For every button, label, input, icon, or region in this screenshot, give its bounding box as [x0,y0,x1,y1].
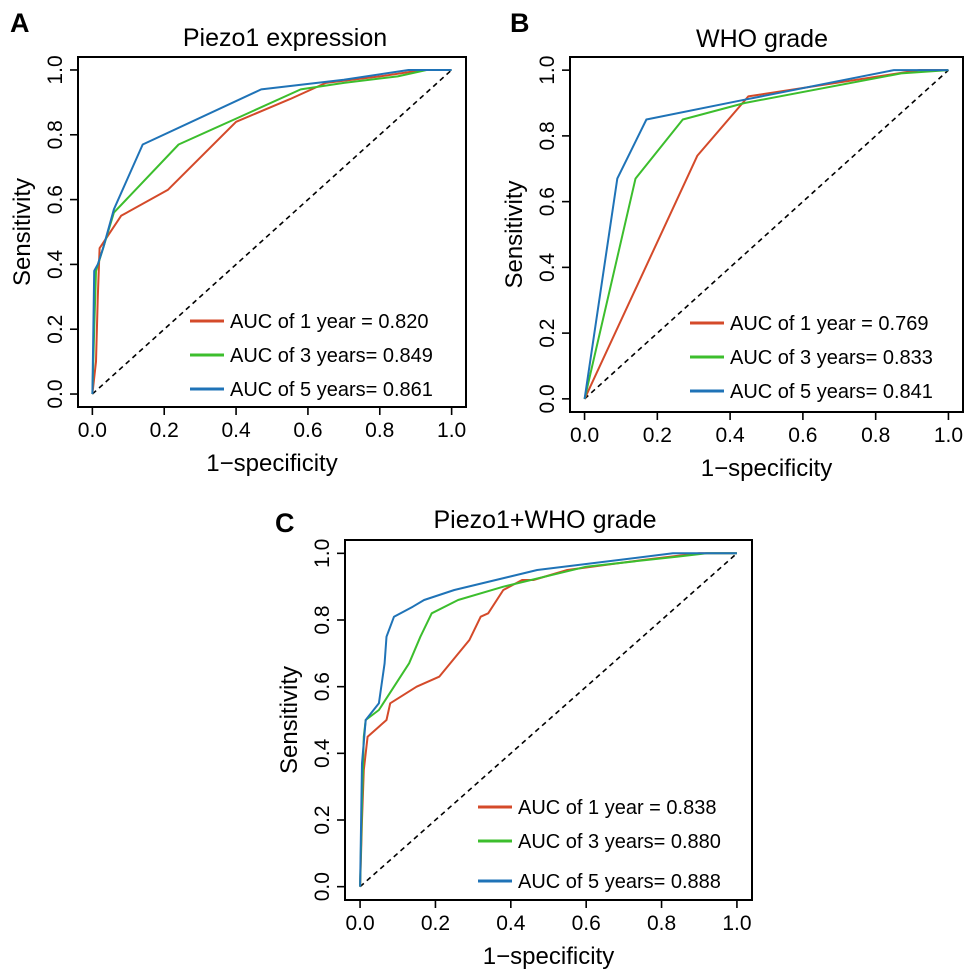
legend-entry: AUC of 1 year = 0.820 [230,311,428,333]
x-axis-label: 1−specificity [701,455,832,482]
legend-entry: AUC of 5 years= 0.841 [730,381,933,403]
chart-title: WHO grade [696,25,828,53]
reference-diagonal [359,552,738,888]
panel-b: B WHO grade 0.0 0.2 0.4 0.6 0.8 1.0 0.0 0.2 0.4 0.6… [501,8,964,482]
y-tick-label: 1.0 [311,539,334,568]
y-tick-label: 1.0 [536,56,559,85]
chart-title: Piezo1 expression [183,24,387,52]
x-tick-label: 0.2 [421,912,450,935]
x-tick-label: 1.0 [437,419,466,442]
x-tick-label: 0.8 [647,912,676,935]
x-tick-label: 0.0 [570,424,599,447]
x-tick-label: 0.2 [643,424,672,447]
legend-entry: AUC of 1 year = 0.838 [518,797,716,819]
y-tick-label: 0.2 [44,315,67,344]
panel-c: C Piezo1+WHO grade 0.0 0.2 0.4 0.6 0.8 1.0 0.0 0.… [275,506,753,970]
y-tick-label: 0.0 [311,872,334,901]
y-axis-label: Sensitivity [276,666,303,774]
series-line-three-years [91,69,452,395]
y-tick-label: 0.6 [44,185,67,214]
x-tick-label: 0.4 [496,912,526,935]
x-tick-label: 0.6 [788,424,817,447]
y-tick-label: 0.8 [536,121,559,150]
x-axis-label: 1−specificity [206,450,337,477]
y-tick-label: 0.2 [311,805,334,834]
y-tick-label: 0.6 [311,672,334,701]
x-tick-label: 1.0 [934,424,963,447]
y-axis-label: Sensitivity [501,180,528,288]
y-tick-label: 0.4 [311,738,334,768]
reference-diagonal [584,69,949,400]
x-axis-label: 1−specificity [483,943,614,970]
panel-a: A Piezo1 expression 0.0 0.2 0.4 0.6 0.8 1.0 0.0 0… [9,8,467,477]
x-tick-label: 0.6 [293,419,322,442]
series-line-five-years [91,69,452,395]
x-tick-label: 0.4 [221,419,251,442]
panel-letter: B [510,8,530,38]
y-tick-label: 0.2 [536,319,559,348]
series-line-five-years [359,552,737,887]
chart-title: Piezo1+WHO grade [433,506,656,534]
y-tick-label: 0.8 [44,120,67,149]
x-tick-label: 0.0 [345,912,374,935]
panel-letter: A [10,8,30,38]
plot-frame [344,539,753,901]
y-tick-label: 1.0 [44,55,67,84]
y-axis-label: Sensitivity [9,178,36,286]
x-tick-label: 0.8 [365,419,394,442]
series-line-one-year [91,69,452,395]
x-tick-label: 0.2 [150,419,179,442]
plot-frame [77,56,467,408]
series-line-three-years [583,69,949,400]
x-tick-label: 0.6 [572,912,601,935]
y-tick-label: 0.4 [44,249,67,279]
x-tick-label: 1.0 [722,912,751,935]
y-tick-label: 0.8 [311,605,334,634]
x-tick-label: 0.0 [78,419,107,442]
x-tick-label: 0.4 [716,424,746,447]
legend-entry: AUC of 3 years= 0.833 [730,347,933,369]
legend-entry: AUC of 3 years= 0.880 [518,831,721,853]
y-tick-label: 0.0 [536,384,559,413]
series-line-five-years [583,69,949,400]
x-tick-label: 0.8 [861,424,890,447]
legend-entry: AUC of 5 years= 0.861 [230,379,433,401]
legend-entry: AUC of 5 years= 0.888 [518,871,721,893]
panel-letter: C [275,508,295,538]
legend-entry: AUC of 1 year = 0.769 [730,313,928,335]
legend-entry: AUC of 3 years= 0.849 [230,345,433,367]
y-tick-label: 0.0 [44,379,67,408]
plot-frame [569,56,964,413]
y-tick-label: 0.4 [536,252,559,282]
y-tick-label: 0.6 [536,187,559,216]
series-line-one-year [359,552,737,887]
